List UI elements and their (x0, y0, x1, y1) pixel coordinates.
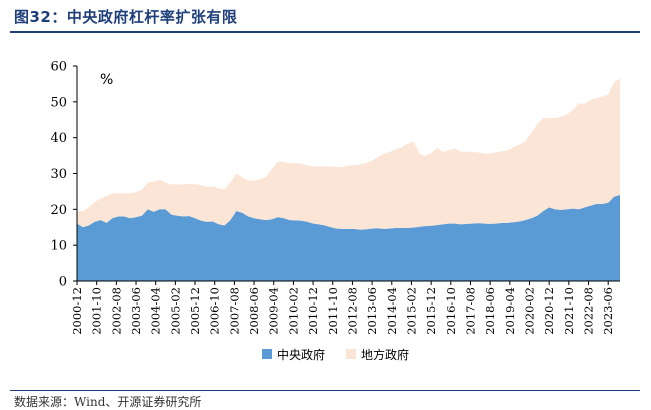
x-tick-label: 2006-10 (208, 287, 222, 335)
legend-label-central: 中央政府 (277, 347, 325, 362)
x-tick-label: 2003-06 (129, 287, 143, 335)
y-tick-label: 0 (59, 275, 67, 290)
x-tick-label: 2007-08 (227, 287, 241, 335)
source-note: 数据来源：Wind、开源证券研究所 (14, 395, 202, 409)
y-tick-label: 20 (50, 203, 67, 218)
x-tick-label: 2015-02 (404, 287, 418, 335)
x-tick-label: 2013-06 (365, 287, 379, 335)
x-tick-label: 2015-12 (424, 287, 438, 335)
x-tick-label: 2020-12 (542, 287, 556, 335)
x-tick-label: 2002-08 (109, 287, 123, 335)
x-tick-label: 2008-06 (247, 287, 261, 335)
x-tick-label: 2012-08 (345, 287, 359, 335)
y-tick-label: 50 (50, 95, 67, 110)
y-tick-label: 30 (50, 167, 67, 182)
source-divider (10, 390, 640, 391)
legend-swatch-local (346, 349, 356, 359)
figure-title: 图32：中央政府杠杆率扩张有限 (14, 8, 238, 26)
x-tick-label: 2004-04 (149, 287, 163, 335)
x-tick-label: 2019-04 (503, 287, 517, 335)
y-tick-label: 10 (50, 239, 67, 254)
x-tick-label: 2016-10 (444, 287, 458, 335)
legend-swatch-central (262, 349, 272, 359)
series-central-government-area (77, 195, 620, 281)
x-tick-label: 2020-02 (523, 287, 537, 335)
y-tick-label: 60 (50, 60, 67, 75)
x-tick-label: 2009-04 (267, 287, 281, 335)
x-tick-label: 2023-06 (601, 287, 615, 335)
x-tick-label: 2022-08 (582, 287, 596, 335)
x-tick-label: 2000-12 (70, 287, 84, 335)
legend-label-local: 地方政府 (361, 347, 409, 362)
y-tick-label: 40 (50, 131, 67, 146)
x-tick-label: 2021-10 (562, 287, 576, 335)
x-tick-label: 2018-06 (483, 287, 497, 335)
x-tick-label: 2005-12 (188, 287, 202, 335)
unit-label: % (100, 72, 113, 88)
title-divider (10, 31, 640, 33)
x-tick-label: 2001-10 (90, 287, 104, 335)
x-tick-label: 2014-04 (385, 287, 399, 335)
x-tick-label: 2005-02 (168, 287, 182, 335)
x-tick-label: 2010-12 (306, 287, 320, 335)
x-tick-label: 2017-08 (463, 287, 477, 335)
x-tick-label: 2010-02 (286, 287, 300, 335)
series-local-government-area (77, 78, 620, 230)
x-tick-label: 2011-10 (326, 287, 340, 335)
